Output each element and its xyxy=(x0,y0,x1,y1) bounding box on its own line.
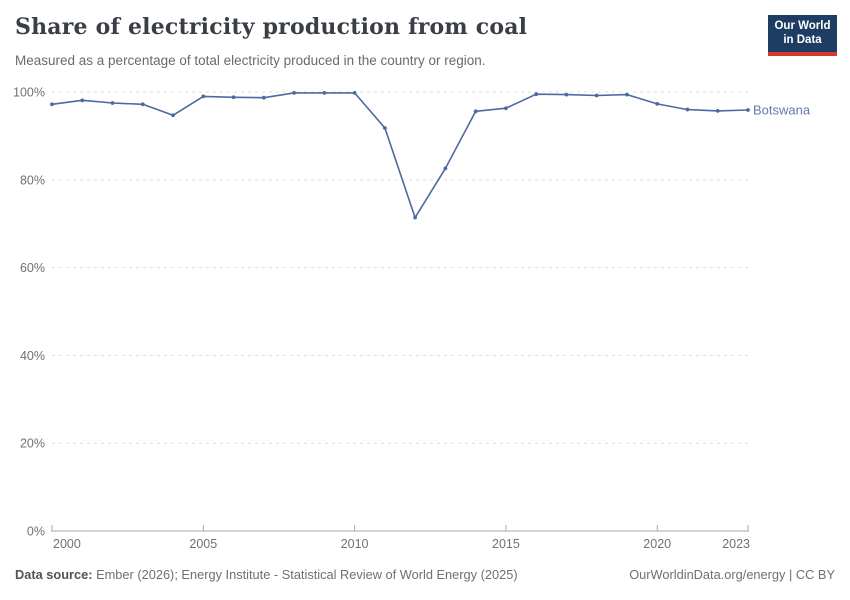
data-point xyxy=(594,93,599,98)
data-line xyxy=(51,92,749,219)
data-point xyxy=(322,90,327,95)
data-point xyxy=(352,90,357,95)
data-source-label: Data source: xyxy=(15,567,93,582)
data-point xyxy=(625,92,629,97)
y-tick-label: 40% xyxy=(20,349,45,363)
y-tick-label: 0% xyxy=(27,525,45,539)
data-point xyxy=(534,92,539,97)
data-source-note: Data source: Ember (2026); Energy Instit… xyxy=(15,567,518,582)
owid-logo: Our World in Data xyxy=(768,15,837,56)
data-point xyxy=(564,92,569,97)
data-point xyxy=(171,113,175,118)
data-point xyxy=(715,108,720,113)
data-point xyxy=(201,94,206,99)
data-point xyxy=(655,101,660,106)
data-point xyxy=(261,95,266,100)
page-title: Share of electricity production from coa… xyxy=(15,14,528,40)
credit-note: OurWorldinData.org/energy | CC BY xyxy=(629,567,835,582)
data-point xyxy=(413,215,418,220)
x-tick-label: 2010 xyxy=(341,537,369,551)
data-point xyxy=(292,90,296,95)
y-tick-label: 100% xyxy=(13,86,45,100)
chart-subtitle: Measured as a percentage of total electr… xyxy=(15,53,486,68)
chart-footer: Data source: Ember (2026); Energy Instit… xyxy=(15,567,835,582)
data-point xyxy=(231,95,236,100)
x-tick-label: 2020 xyxy=(643,537,671,551)
data-point xyxy=(140,102,145,107)
data-point xyxy=(685,107,690,112)
data-point xyxy=(473,109,478,114)
owid-logo-line2: in Data xyxy=(783,34,822,47)
data-point xyxy=(746,108,750,112)
data-point xyxy=(80,98,85,103)
y-tick-label: 60% xyxy=(20,261,45,275)
data-point xyxy=(382,126,387,130)
data-source-text: Ember (2026); Energy Institute - Statist… xyxy=(92,567,518,582)
y-tick-label: 80% xyxy=(20,173,45,187)
x-tick-label: 2023 xyxy=(722,537,750,551)
owid-logo-line1: Our World xyxy=(774,20,831,32)
x-tick-label: 2000 xyxy=(53,537,81,551)
data-point xyxy=(443,166,448,171)
data-point xyxy=(504,106,508,111)
x-tick-label: 2015 xyxy=(492,537,520,551)
data-point xyxy=(110,101,115,105)
line-chart-svg: 0% 20% 40% 60% 80% 100% 2000 2005 2010 2015 2020 20… xyxy=(13,86,811,552)
x-tick-label: 2005 xyxy=(189,537,217,551)
data-point xyxy=(50,102,54,107)
series-end-label: Botswana xyxy=(753,102,811,117)
chart-area: 0% 20% 40% 60% 80% 100% 2000 2005 2010 2015 2020 20… xyxy=(0,78,850,560)
y-tick-label: 20% xyxy=(20,437,45,451)
